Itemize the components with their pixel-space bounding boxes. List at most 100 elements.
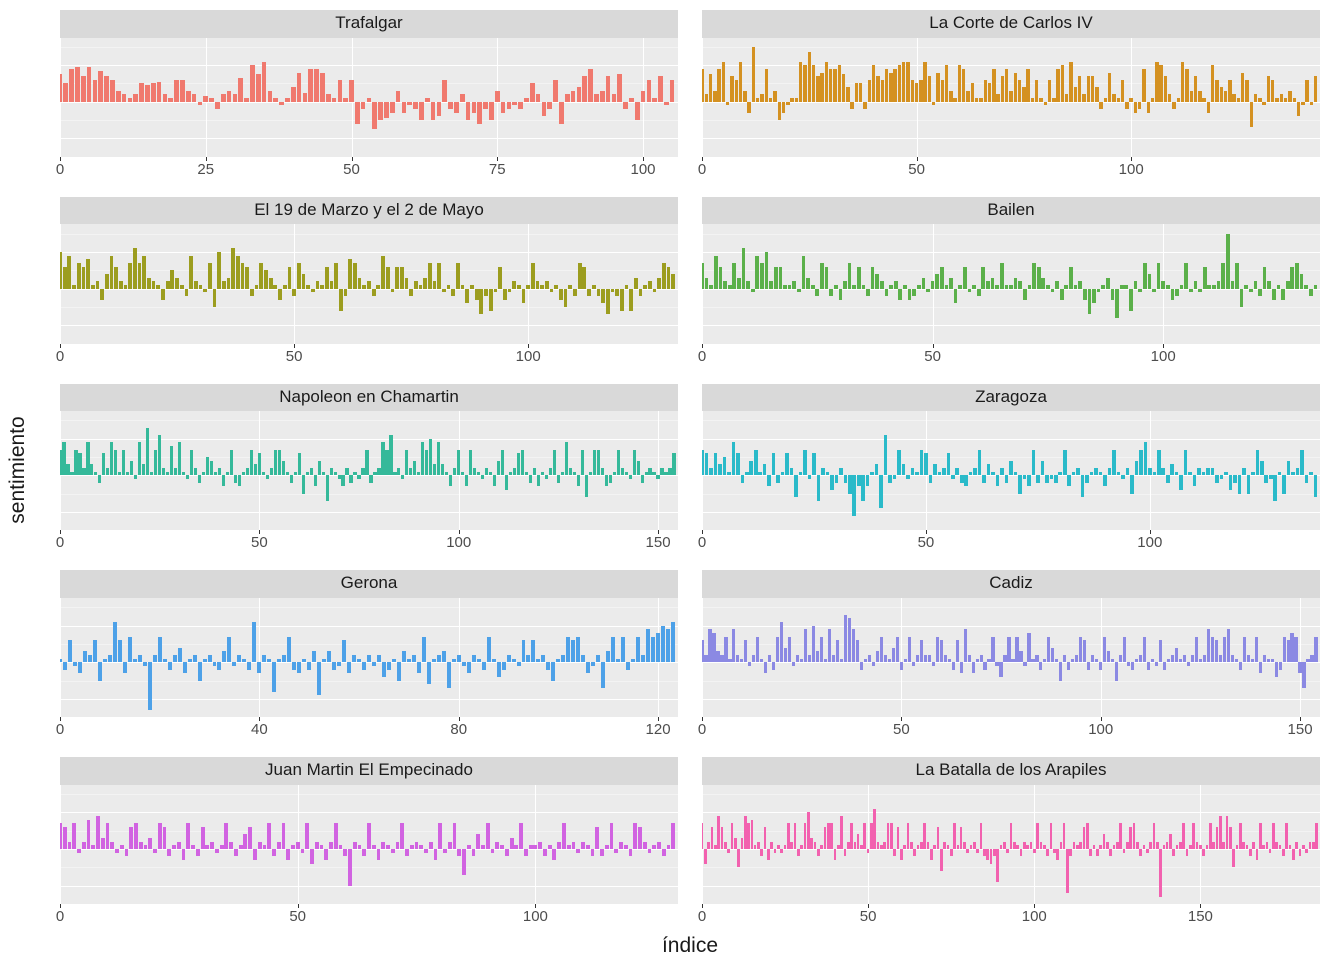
bar <box>1096 849 1099 856</box>
bar <box>1103 834 1106 849</box>
bar <box>1242 842 1245 849</box>
bar <box>652 845 656 849</box>
bar <box>409 468 412 475</box>
bar <box>339 289 343 311</box>
bar <box>1222 842 1225 849</box>
bar <box>870 823 873 849</box>
bar <box>175 278 179 289</box>
bar <box>343 98 348 102</box>
bar <box>1281 289 1285 300</box>
bar <box>880 845 883 849</box>
bar <box>153 849 157 853</box>
bar <box>533 845 537 849</box>
bar <box>940 640 943 662</box>
bar <box>1263 655 1266 662</box>
bar <box>1279 662 1282 669</box>
bar <box>932 102 935 106</box>
bar <box>69 69 74 102</box>
bar <box>760 94 763 101</box>
facet-title: Juan Martin El Empecinado <box>60 757 678 785</box>
bar <box>172 845 176 849</box>
bar <box>1155 62 1158 102</box>
bar <box>389 435 392 475</box>
bar <box>377 655 381 662</box>
bar <box>437 263 441 289</box>
bar <box>820 637 823 663</box>
bar <box>820 73 823 102</box>
bar <box>512 281 516 288</box>
x-axis-label: índice <box>662 934 718 958</box>
bar <box>900 662 903 669</box>
bar <box>1060 842 1063 849</box>
bar <box>1244 285 1248 289</box>
bar <box>63 827 67 849</box>
bar <box>702 450 704 476</box>
bar <box>894 281 898 288</box>
bar <box>495 91 500 102</box>
bar <box>1121 80 1124 102</box>
bar <box>736 453 740 475</box>
bar <box>353 842 357 849</box>
bar <box>705 94 708 101</box>
bar <box>1149 842 1152 849</box>
bar <box>987 659 990 663</box>
bar <box>139 83 144 101</box>
bar <box>910 842 913 849</box>
x-tick-label: 50 <box>893 721 910 738</box>
bar <box>1184 263 1188 289</box>
bar <box>221 94 226 101</box>
bar <box>1217 281 1221 288</box>
bar <box>1015 637 1018 663</box>
bar <box>213 289 217 307</box>
bar <box>63 662 67 669</box>
bar <box>662 849 666 856</box>
bar <box>246 468 249 475</box>
bar <box>671 274 675 289</box>
bar <box>969 472 973 476</box>
bar <box>1175 472 1179 476</box>
bar <box>481 845 485 849</box>
bar <box>1171 289 1175 300</box>
bar <box>1251 472 1255 476</box>
bar <box>68 640 72 662</box>
bar <box>943 842 946 849</box>
bar <box>714 256 718 289</box>
bar <box>541 472 544 476</box>
bar <box>318 461 321 476</box>
bar <box>222 651 226 662</box>
bar <box>147 278 151 289</box>
bar <box>1202 849 1205 856</box>
bar <box>397 468 400 475</box>
bar <box>1211 637 1214 663</box>
bar <box>958 65 961 102</box>
bar <box>1302 662 1305 688</box>
bar <box>421 442 424 475</box>
bar <box>906 475 910 479</box>
bar <box>1290 633 1293 662</box>
bar <box>481 475 484 479</box>
bar <box>1064 285 1068 289</box>
bar <box>122 450 125 476</box>
bar <box>900 849 903 860</box>
bar <box>1207 629 1210 662</box>
bar <box>419 102 424 120</box>
bar <box>821 468 825 475</box>
bar <box>1179 842 1182 849</box>
bar <box>345 468 348 475</box>
bar <box>1269 475 1273 479</box>
bar <box>236 256 240 289</box>
bar <box>1314 475 1318 497</box>
bar <box>1280 94 1283 101</box>
bar <box>970 845 973 849</box>
bar <box>616 659 620 663</box>
bar <box>512 659 516 663</box>
bar <box>983 849 986 856</box>
x-tick-label: 100 <box>523 908 548 925</box>
bar <box>396 842 400 849</box>
bar <box>945 65 948 102</box>
bar <box>1147 662 1150 669</box>
bar <box>1053 849 1056 853</box>
bar <box>657 278 661 289</box>
bar <box>1151 98 1154 102</box>
bar <box>662 263 666 289</box>
